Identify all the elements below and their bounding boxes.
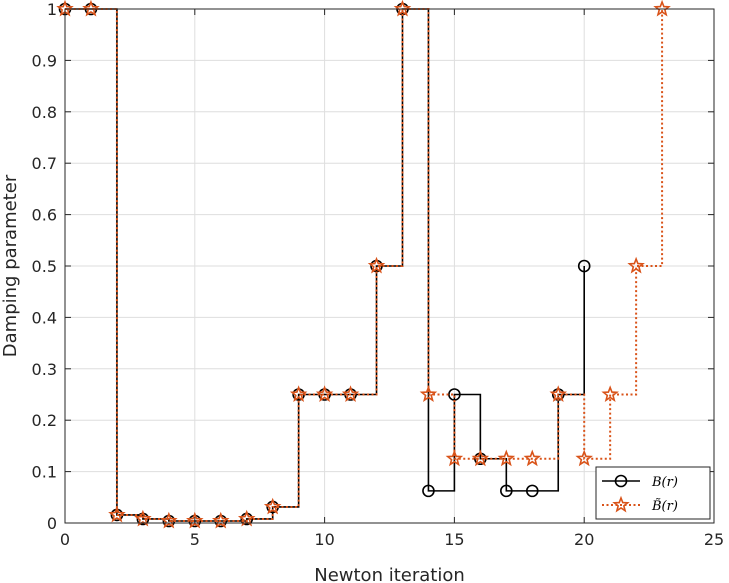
x-tick-label: 20 — [574, 530, 594, 549]
series-1-point — [500, 484, 513, 498]
series-2-point — [627, 256, 645, 274]
x-tick-label: 5 — [190, 530, 200, 549]
x-tick-labels: 0 5 10 15 20 25 — [60, 530, 724, 549]
series-2-point — [497, 449, 516, 467]
series-2-point — [211, 511, 230, 529]
series-1-point — [422, 484, 435, 498]
series-2 — [56, 0, 671, 529]
series-2-point — [653, 0, 671, 17]
y-tick-label: 0.8 — [32, 103, 57, 122]
legend: B(r) B̃(r) — [595, 466, 711, 520]
legend-box — [595, 466, 711, 520]
y-tick-label: 0.7 — [32, 154, 57, 173]
series-2-point — [445, 449, 464, 467]
y-tick-label: 0.1 — [32, 463, 57, 482]
legend-items: B(r) B̃(r) — [602, 474, 678, 514]
y-tick-label: 1 — [47, 0, 57, 19]
series-1-point — [448, 388, 461, 401]
legend-label-1: B(r) — [651, 475, 678, 490]
x-tick-label: 15 — [444, 530, 464, 549]
x-tick-label: 10 — [314, 530, 334, 549]
y-axis-label: Damping parameter — [0, 174, 21, 357]
series-2-point — [601, 385, 619, 402]
series-2-point — [393, 0, 412, 17]
y-tick-label: 0.3 — [32, 360, 57, 379]
series-2-point — [289, 385, 308, 402]
series-2-step-line — [65, 8, 664, 522]
legend-marker-1 — [614, 474, 628, 488]
series-2-point — [186, 511, 204, 529]
series-2-point — [367, 256, 386, 274]
series-2-point — [471, 449, 490, 467]
series-1-point — [525, 484, 539, 498]
series-2-point — [549, 385, 568, 402]
y-tick-labels: 0 0.1 0.2 0.3 0.4 0.5 0.6 0.7 0.8 0.9 1 — [32, 0, 57, 533]
series-2-point — [82, 0, 100, 17]
series-2-point — [523, 449, 542, 467]
series-layer — [56, 0, 671, 529]
series-2-point — [575, 449, 593, 467]
legend-marker-2 — [612, 495, 630, 513]
series-2-point — [134, 509, 152, 527]
series-2-point — [341, 385, 360, 402]
tick-marks — [64, 8, 715, 524]
series-2-point — [108, 505, 126, 523]
y-tick-label: 0.5 — [32, 257, 57, 276]
series-1-point — [577, 259, 591, 273]
x-tick-label: 25 — [704, 530, 724, 549]
series-2-point — [315, 385, 334, 402]
y-tick-label: 0.4 — [32, 308, 57, 327]
series-2-point — [419, 385, 438, 402]
x-tick-label: 0 — [60, 530, 70, 549]
legend-label-2: B̃(r) — [651, 498, 678, 514]
series-2-point — [263, 497, 282, 515]
series-2-point — [160, 511, 178, 529]
y-tick-label: 0.9 — [32, 51, 57, 70]
y-tick-label: 0.2 — [32, 411, 57, 430]
y-tick-label: 0 — [47, 514, 57, 533]
x-axis-label: Newton iteration — [314, 565, 465, 583]
series-2-point — [237, 509, 256, 527]
y-tick-label: 0.6 — [32, 206, 57, 225]
